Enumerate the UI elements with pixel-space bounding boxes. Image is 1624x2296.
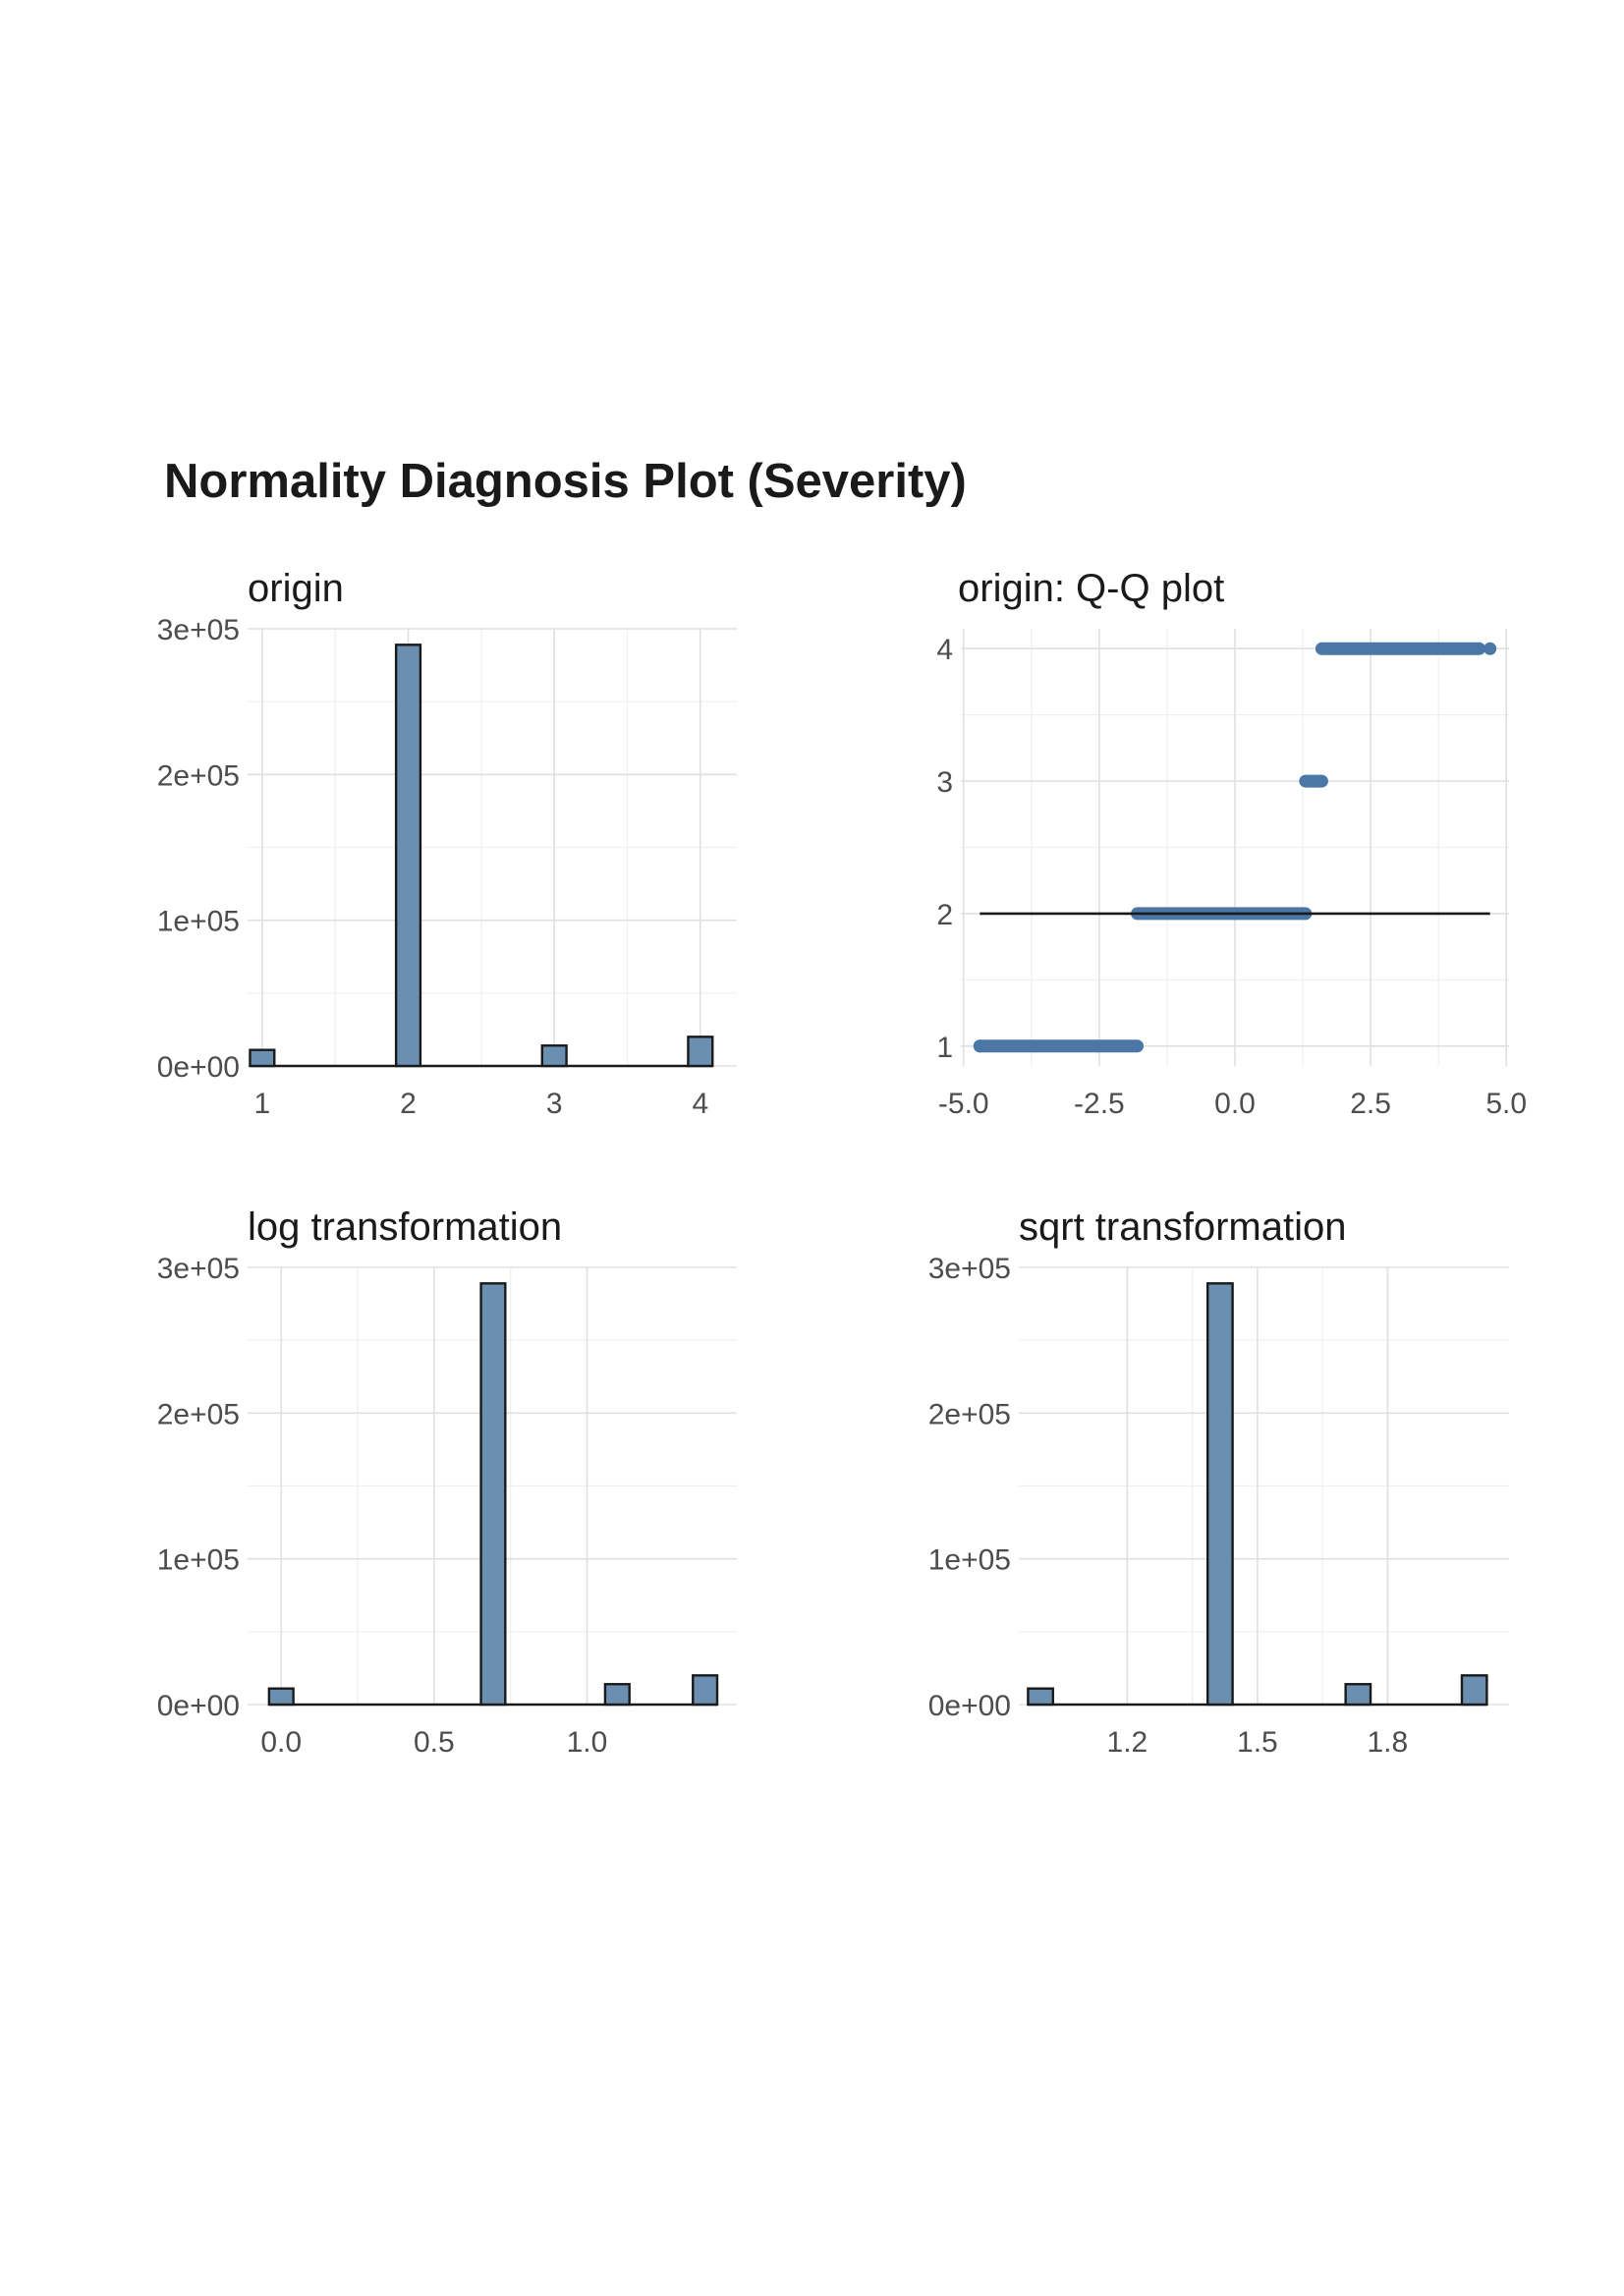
- y-tick-label: 0e+00: [928, 1690, 1011, 1722]
- x-tick-label: 3: [546, 1088, 563, 1120]
- x-tick-label: -2.5: [1074, 1088, 1125, 1120]
- y-tick-label: 1: [936, 1032, 953, 1064]
- chart-log: log transformation 0.0 0.5 1.0 0e+00 1e+05 2e+…: [157, 1205, 737, 1759]
- y-tick-label: 0e+00: [157, 1690, 240, 1722]
- minor-gridlines: [248, 629, 737, 1066]
- x-tick-label: 2: [400, 1088, 417, 1120]
- x-tick-label: 1.0: [567, 1726, 608, 1759]
- chart-title: sqrt transformation: [1019, 1205, 1346, 1249]
- page-title: Normality Diagnosis Plot (Severity): [164, 455, 967, 508]
- y-tick-label: 1e+05: [157, 1544, 240, 1577]
- x-tick-label: 0.0: [260, 1726, 302, 1759]
- x-tick-label: 1.8: [1367, 1726, 1408, 1759]
- x-tick-label: 4: [692, 1088, 708, 1120]
- histogram-bar: [1460, 1674, 1488, 1707]
- chart-title: log transformation: [248, 1205, 562, 1249]
- x-tick-label: 1.2: [1107, 1726, 1148, 1759]
- histogram-bar: [603, 1683, 631, 1707]
- histogram-bar: [540, 1044, 568, 1068]
- qq-point: [1484, 642, 1497, 655]
- x-tick-label: 1.5: [1237, 1726, 1278, 1759]
- y-tick-label: 4: [936, 634, 953, 666]
- y-tick-label: 2e+05: [157, 1398, 240, 1430]
- chart-title: origin: [248, 567, 344, 610]
- histogram-bar: [479, 1282, 507, 1707]
- x-tick-label: 0.0: [1214, 1088, 1256, 1120]
- minor-gridlines: [1019, 1267, 1509, 1705]
- x-tick-label: 5.0: [1485, 1088, 1527, 1120]
- x-tick-label: 1: [254, 1088, 271, 1120]
- x-tick-label: -5.0: [938, 1088, 989, 1120]
- histogram-bar: [394, 644, 422, 1068]
- chart-title: origin: Q-Q plot: [958, 567, 1224, 610]
- chart-qq: origin: Q-Q plot -5.0 -2.5 0.0 2.5 5.0 1 2 3 4: [936, 567, 1527, 1120]
- y-tick-label: 2e+05: [157, 759, 240, 792]
- qq-point: [973, 1039, 986, 1053]
- y-tick-label: 0e+00: [157, 1051, 240, 1084]
- histogram-bar: [1206, 1282, 1234, 1707]
- y-tick-label: 3e+05: [157, 1253, 240, 1285]
- y-tick-label: 3e+05: [157, 614, 240, 646]
- y-tick-label: 3e+05: [928, 1253, 1011, 1285]
- x-tick-label: 0.5: [414, 1726, 455, 1759]
- chart-sqrt: sqrt transformation 1.2 1.5 1.8 0e+00 1e+05 2e…: [928, 1205, 1509, 1759]
- y-tick-label: 3: [936, 766, 953, 799]
- y-tick-label: 1e+05: [157, 906, 240, 938]
- y-tick-label: 2e+05: [928, 1398, 1011, 1430]
- histogram-bar: [687, 1036, 714, 1068]
- y-tick-label: 1e+05: [928, 1544, 1011, 1577]
- histogram-bar: [249, 1048, 276, 1068]
- y-tick-label: 2: [936, 899, 953, 931]
- histogram-bar: [1027, 1687, 1054, 1707]
- histogram-bar: [267, 1687, 295, 1707]
- histogram-bar: [1344, 1683, 1372, 1707]
- histogram-bar: [692, 1674, 719, 1707]
- chart-origin: origin 1 2 3 4 0e+00 1e+05 2e+05 3e+05: [157, 567, 737, 1120]
- x-tick-label: 2.5: [1350, 1088, 1391, 1120]
